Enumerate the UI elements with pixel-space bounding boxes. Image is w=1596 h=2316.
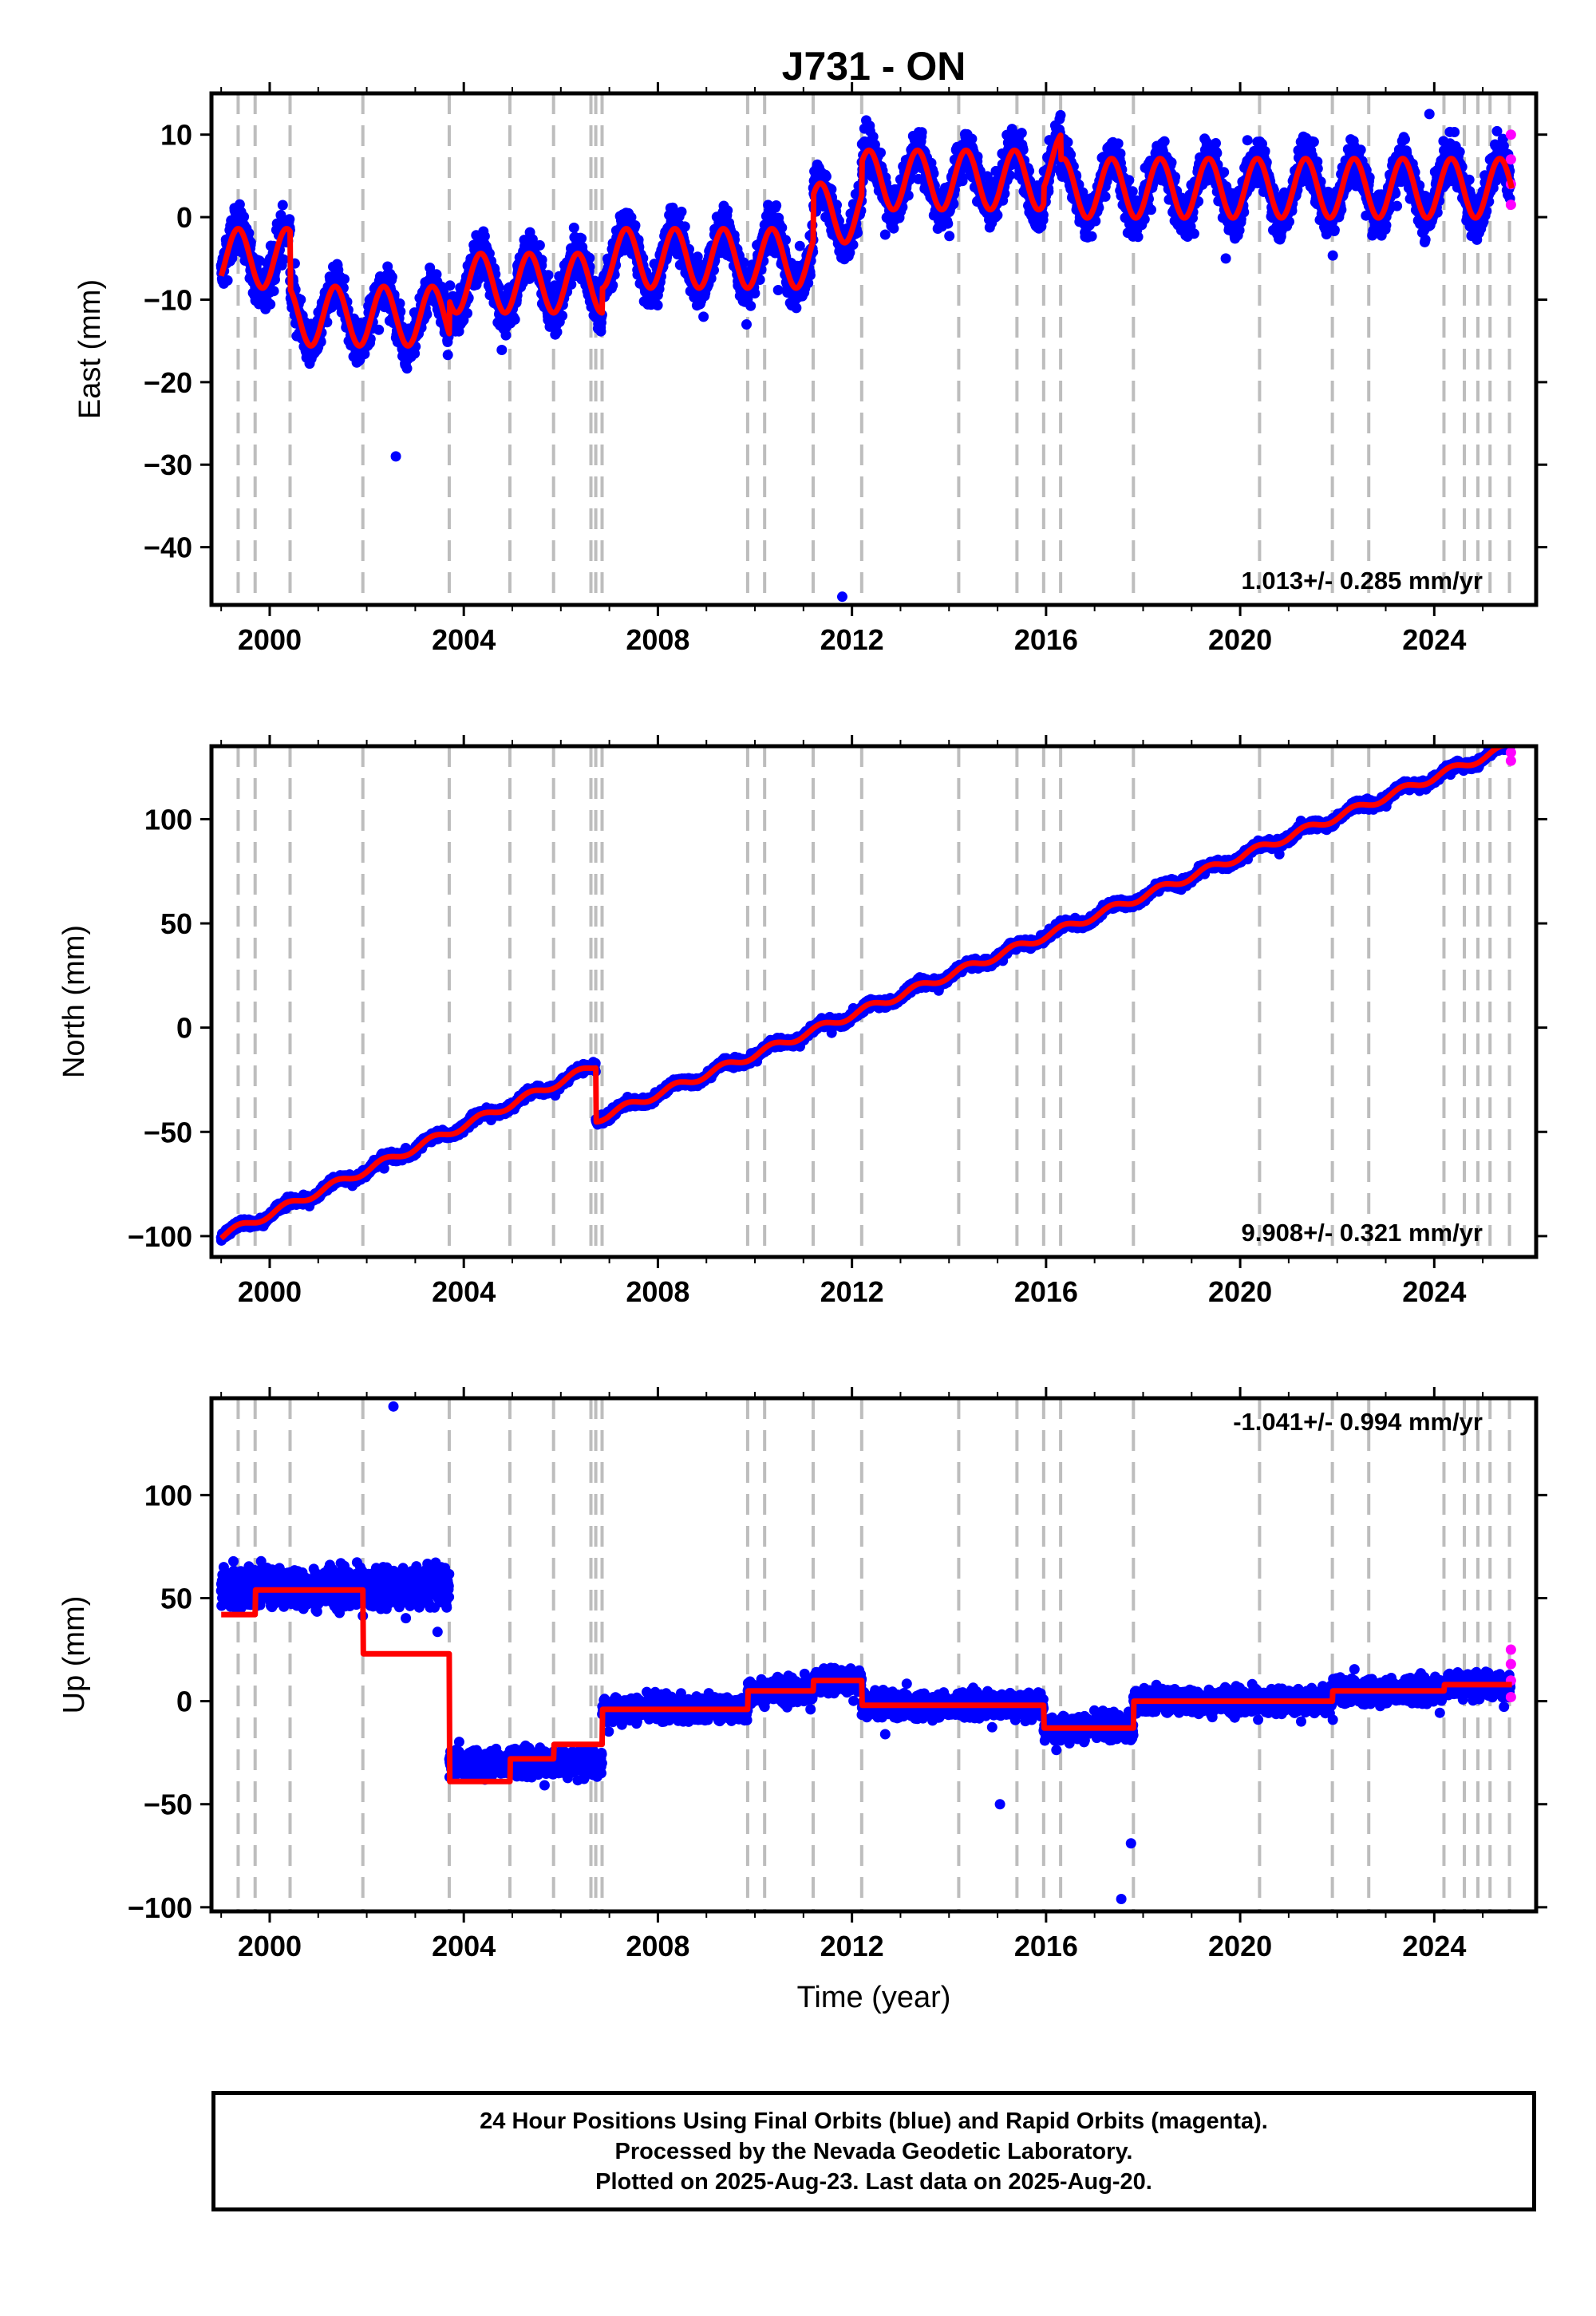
data-point (239, 211, 250, 223)
data-point (421, 309, 433, 320)
data-point (270, 274, 280, 285)
data-point (1188, 228, 1199, 239)
data-point (339, 274, 350, 285)
data-point (944, 231, 955, 242)
data-point (1086, 231, 1097, 242)
data-point (268, 286, 279, 297)
data-point (442, 350, 453, 361)
data-point (630, 220, 641, 231)
data-point (791, 302, 802, 314)
data-point (942, 218, 954, 229)
data-point (652, 300, 663, 310)
data-point (222, 275, 233, 286)
data-point (394, 298, 405, 309)
chart-title: J731 - ON (782, 44, 966, 89)
data-point (496, 345, 508, 355)
data-point (373, 324, 385, 335)
plot-area-east (215, 93, 1516, 605)
data-point (749, 288, 760, 298)
data-point (543, 270, 554, 281)
data-point (888, 223, 899, 234)
data-point (534, 239, 545, 251)
data-point (745, 300, 757, 311)
data-point (509, 314, 520, 325)
data-point (679, 221, 690, 232)
data-point (1124, 175, 1135, 186)
data-point (794, 240, 805, 251)
data-point (741, 319, 752, 330)
data-point (1146, 204, 1156, 215)
data-point (462, 308, 472, 318)
data-point (698, 311, 709, 322)
data-point (772, 285, 784, 295)
data-point (722, 205, 733, 216)
data-point (1062, 136, 1073, 148)
data-point (265, 298, 276, 310)
data-point (1159, 136, 1170, 147)
data-point (1132, 231, 1144, 243)
data-point (386, 271, 397, 283)
data-point (568, 222, 579, 233)
data-point (1127, 186, 1138, 197)
data-point (444, 280, 456, 291)
data-point (551, 326, 563, 338)
data-point (401, 363, 413, 374)
data-point (1100, 191, 1111, 202)
data-point (277, 200, 288, 211)
data-point (1259, 145, 1270, 156)
data-point (1220, 253, 1231, 264)
data-point (992, 210, 1003, 221)
data-point (1211, 148, 1223, 159)
data-point (1112, 138, 1124, 149)
data-point (284, 214, 295, 225)
data-point (278, 254, 289, 265)
data-point (916, 127, 927, 138)
data-point (771, 200, 782, 211)
data-point (1242, 135, 1253, 146)
data-point (1055, 109, 1066, 121)
data-point (820, 171, 832, 182)
data-point (1115, 148, 1126, 159)
data-point (879, 229, 891, 240)
data-point (479, 231, 490, 242)
final-orbit-points (215, 109, 1516, 603)
data-point (676, 206, 687, 217)
data-point (1016, 128, 1027, 139)
data-point (295, 294, 306, 305)
